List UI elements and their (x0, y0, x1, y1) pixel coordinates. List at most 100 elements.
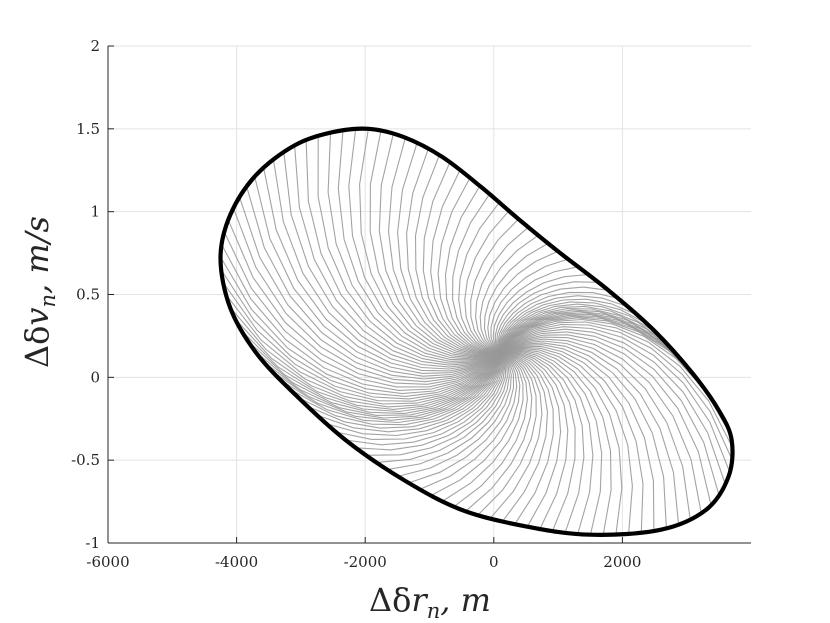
trajectory-line (500, 347, 623, 535)
trajectory-line (464, 210, 510, 354)
x-tick-label: -4000 (215, 553, 258, 571)
x-tick-label: 2000 (603, 553, 641, 571)
trajectory-line (229, 306, 501, 405)
trajectory-line (475, 226, 529, 354)
trajectory-line (500, 346, 633, 534)
trajectory-line (220, 256, 501, 395)
trajectory-line (500, 350, 585, 534)
trajectory-line (288, 352, 501, 424)
trajectory-line (499, 318, 731, 435)
trajectory-line (222, 281, 501, 400)
trajectory-line (408, 352, 515, 484)
trajectory-line (496, 281, 599, 353)
x-axis-label-prefix: Δδ (369, 581, 411, 619)
trajectory-line (270, 352, 501, 419)
x-tick-label: -6000 (86, 553, 129, 571)
trajectory-line (430, 169, 501, 354)
trajectory-line (297, 352, 502, 426)
y-tick-label: -1 (85, 534, 100, 552)
trajectory-line (494, 273, 589, 353)
trajectory-line (487, 250, 559, 353)
y-axis-label-var: v (18, 307, 56, 325)
trajectory-line (465, 351, 533, 512)
trajectory-line (387, 137, 501, 355)
x-tick-label: -2000 (344, 553, 387, 571)
x-axis-label-unit: , m (440, 581, 491, 619)
trajectory-line (294, 145, 501, 366)
trajectory-line (499, 323, 733, 461)
trajectory-line (234, 318, 501, 408)
trajectory-line (406, 148, 501, 355)
trajectory-line (499, 328, 726, 485)
trajectory-line (499, 345, 644, 533)
trajectory-line (479, 234, 539, 354)
trajectory-line (254, 350, 501, 414)
trajectory-line (387, 352, 510, 471)
trajectory-line (441, 352, 524, 502)
trajectory-line (470, 218, 519, 354)
trajectory-line (500, 351, 576, 532)
y-tick-label: 2 (90, 37, 100, 55)
trajectory-line (499, 331, 720, 496)
trajectory-line (263, 167, 501, 372)
trajectory-line (240, 329, 501, 410)
trajectory-line (419, 352, 518, 490)
trajectory-line (246, 186, 501, 377)
x-axis-label-sub: n (427, 599, 441, 623)
trajectory-line (499, 301, 648, 353)
x-axis-label-var: r (411, 581, 428, 619)
trajectory-line (345, 352, 505, 446)
trajectory-line (325, 352, 503, 437)
trajectory-line (220, 269, 501, 397)
trajectory-line (247, 340, 501, 413)
trajectory-line (337, 130, 501, 360)
trajectory-line (499, 342, 667, 529)
trajectory-line (327, 132, 501, 361)
trajectory-line (498, 295, 629, 353)
y-tick-label: 1 (90, 203, 100, 221)
trajectory-line (483, 242, 549, 353)
reachable-set-boundary (218, 126, 735, 537)
trajectory-line (397, 352, 512, 477)
axes (107, 45, 751, 544)
trajectory-line (376, 352, 508, 464)
trajectory-line (499, 308, 674, 353)
trajectory-line (378, 133, 501, 356)
trajectory-line (500, 351, 562, 527)
y-tick-label: 0 (90, 368, 100, 386)
trajectory-line (444, 185, 501, 354)
trajectory-line (499, 305, 666, 353)
trajectory-line (305, 139, 501, 364)
trajectory-line (355, 352, 506, 451)
trajectory-line (317, 135, 501, 362)
trajectory-line (254, 176, 501, 374)
trajectory-line (369, 130, 501, 357)
trajectory-line (499, 321, 733, 448)
trajectory-line (279, 352, 501, 421)
tick-labels: -6000 -4000 -2000 0 2000 -1 -0.5 0 0.5 1 1.5 2 (71, 37, 641, 571)
trajectory-line (500, 348, 612, 535)
y-axis-label-unit: , m/s (18, 216, 56, 294)
trajectory-line (365, 352, 507, 456)
trajectory-line (499, 344, 655, 532)
trajectory-line (359, 128, 501, 358)
trajectory-line (458, 202, 501, 354)
trajectory-line (500, 351, 554, 525)
trajectory-line (223, 231, 501, 388)
trajectory-line (272, 159, 501, 370)
trajectory-line (348, 128, 501, 359)
trajectory-line (499, 334, 712, 506)
trajectory-line (452, 193, 501, 354)
trajectory-line (500, 350, 594, 535)
y-axis-label: Δδvn, m/s (18, 216, 60, 368)
y-tick-label: -0.5 (71, 451, 100, 469)
trajectory-line (262, 352, 501, 416)
trajectory-line (437, 177, 501, 354)
trajectory-line (499, 340, 680, 525)
trajectory-line (225, 294, 501, 402)
trajectory-line (499, 298, 638, 353)
trajectory-line (422, 161, 501, 354)
trajectory-line (316, 352, 502, 433)
x-tick-label: 0 (489, 553, 499, 571)
trajectory-line (498, 291, 619, 353)
